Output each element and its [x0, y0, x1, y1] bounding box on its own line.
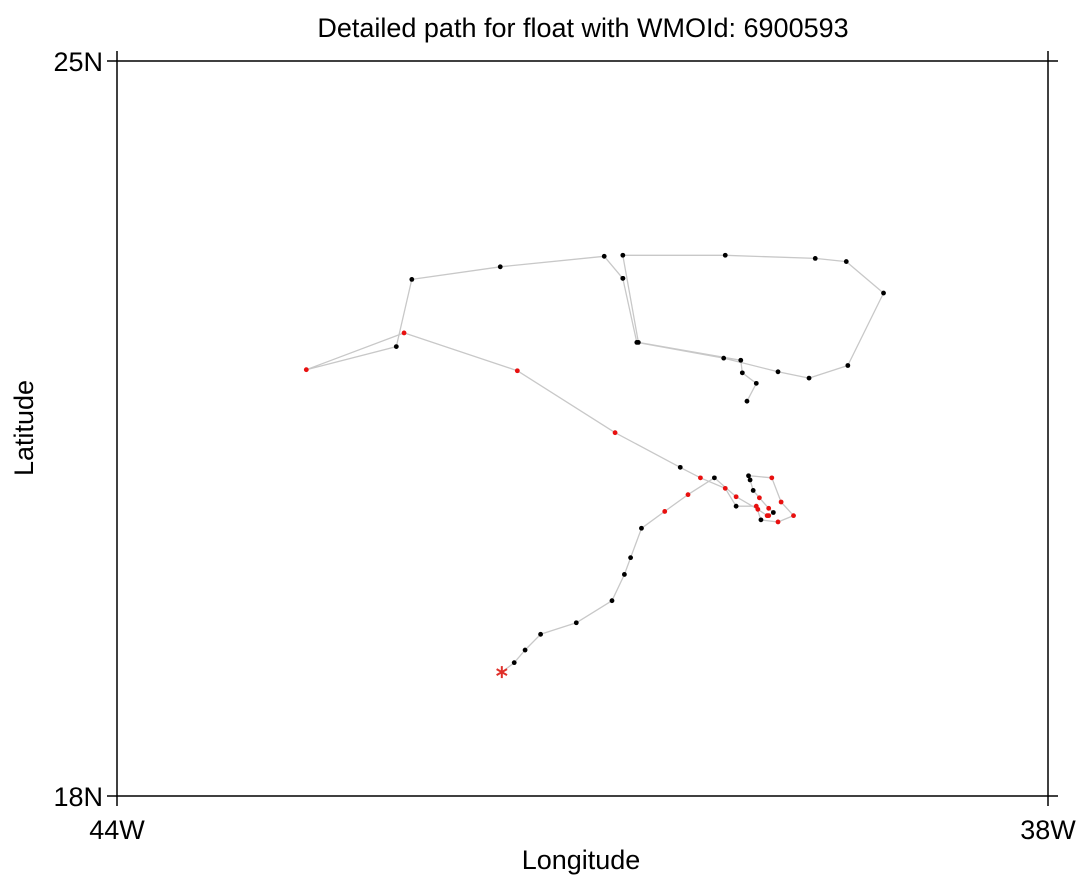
position-point [621, 572, 627, 577]
position-point [522, 647, 528, 653]
position-point [738, 357, 744, 363]
x-axis-label: Longitude [522, 845, 641, 875]
position-point [775, 369, 781, 375]
position-point [620, 252, 626, 258]
flagged-position-point [662, 509, 668, 514]
position-point [845, 363, 851, 368]
flagged-position-point [753, 503, 759, 509]
position-point [721, 355, 727, 361]
position-point [620, 275, 626, 281]
position-point [538, 631, 544, 637]
float-track [305, 254, 885, 673]
position-point [409, 277, 415, 282]
position-point [497, 264, 503, 270]
position-point [393, 344, 399, 349]
plot-frame [116, 60, 1049, 797]
flagged-position-point [769, 475, 775, 481]
start-marker [496, 666, 508, 679]
flagged-position-point [756, 495, 762, 501]
position-point [722, 252, 728, 258]
position-point [573, 620, 579, 626]
flagged-position-point [698, 475, 703, 481]
flagged-position-point [775, 519, 781, 525]
position-point [812, 256, 818, 261]
flagged-position-point [514, 368, 520, 374]
position-point [511, 660, 517, 666]
flagged-position-point [612, 430, 618, 436]
position-point [843, 259, 849, 264]
flagged-position-point [722, 485, 728, 491]
position-point [639, 525, 644, 531]
position-point [750, 488, 756, 493]
flagged-position-point [401, 330, 407, 336]
flagged-position-point [766, 513, 772, 519]
flagged-position-point [766, 505, 772, 511]
position-point [806, 375, 812, 381]
position-point [628, 555, 634, 561]
chart-title: Detailed path for float with WMOId: 6900… [317, 13, 848, 43]
track-line [305, 254, 885, 673]
position-point [744, 398, 750, 404]
start-asterisk-stroke [496, 668, 508, 676]
position-point [733, 503, 739, 509]
position-point [635, 340, 641, 345]
plot-border [116, 60, 1049, 797]
position-point [677, 464, 683, 470]
x-tick-label: 44W [89, 815, 145, 845]
y-axis-label: Latitude [9, 380, 39, 476]
position-point [711, 475, 717, 481]
flagged-position-point [791, 513, 796, 519]
x-tick-label: 38W [1020, 815, 1076, 845]
position-point [739, 370, 745, 376]
position-point [747, 477, 753, 483]
axis-ticks: 44W 38W 18N 25N [53, 47, 1076, 845]
flagged-position-point [685, 492, 691, 498]
flagged-position-point [733, 494, 739, 500]
position-point [746, 473, 751, 479]
float-positions [303, 252, 886, 666]
position-point [881, 290, 886, 296]
flagged-position-point [303, 367, 309, 373]
y-tick-label: 25N [53, 47, 103, 77]
flagged-position-point [778, 499, 784, 505]
position-point [609, 598, 615, 604]
position-point [753, 380, 759, 386]
position-point [758, 517, 764, 523]
y-tick-label: 18N [53, 782, 103, 812]
position-point [770, 510, 776, 515]
position-point [601, 253, 607, 259]
